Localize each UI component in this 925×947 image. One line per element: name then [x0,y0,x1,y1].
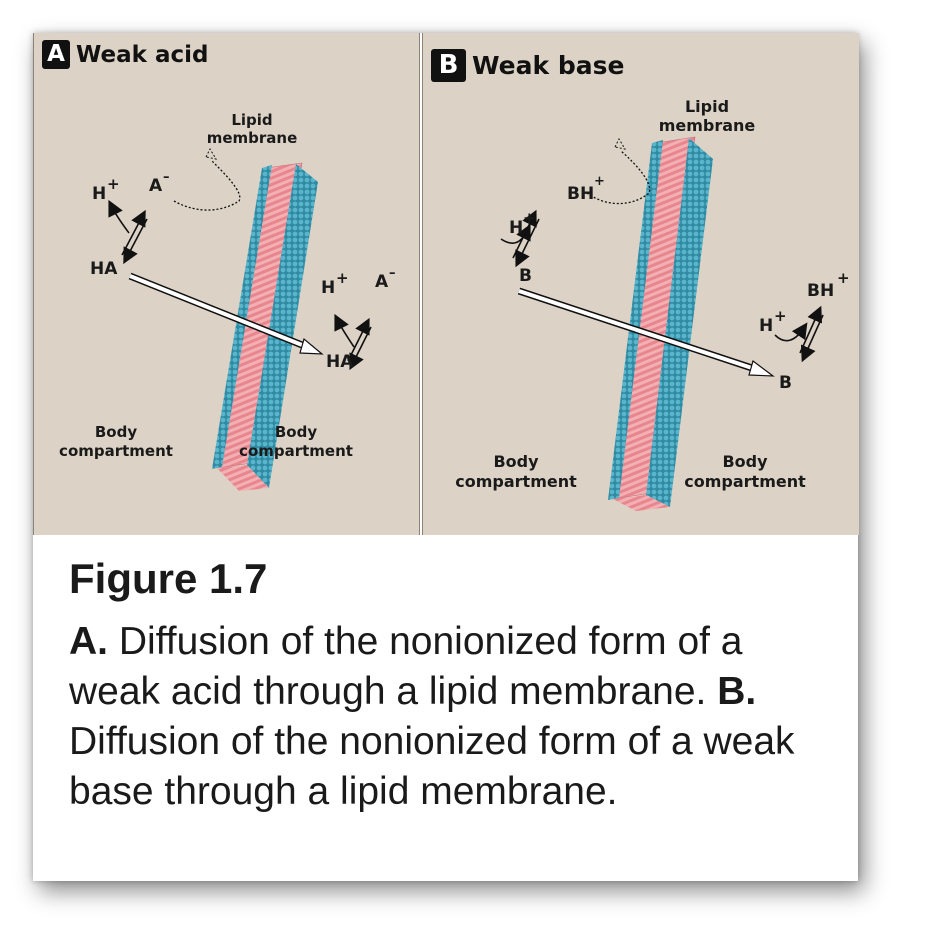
label-h-left-b: H [509,218,523,238]
panel-b-title: B Weak base [431,49,624,82]
caption-b-marker: B. [717,670,757,713]
caption-a-text: Diffusion of the nonionized form of a we… [69,620,743,713]
dotted-arrow-head-b [614,137,627,150]
body-left-line1-b: Body [493,452,539,471]
body-right-line2-b: compartment [684,472,806,491]
label-bh-right-b: BH [807,281,834,301]
membrane-label-line2-a: membrane [207,129,298,147]
label-a-left-a: A [149,176,163,196]
membrane-label-line2-b: membrane [659,116,756,135]
label-h-plus-left-a: + [107,175,120,193]
caption-body: A. Diffusion of the nonionized form of a… [69,617,829,817]
proton-release-arrow-left-a [108,199,130,234]
panel-a-title: A Weak acid [42,40,208,69]
proton-release-arrow-right-a [334,313,355,348]
equilibrium-arrow-down-right-b [800,314,824,363]
proton-bind-arrow-right-b [774,322,808,342]
figure-card: A Weak acid [33,33,859,881]
body-left-line2-b: compartment [455,472,577,491]
weak-base-diagram: Lipid membrane BH + H + B BH + H + B Bod… [455,97,850,511]
diffusion-arrow-a [128,272,324,355]
equilibrium-arrow-down-right-a [349,326,372,371]
panel-weak-base: B Weak base [422,33,859,535]
label-a-right-a: A [375,272,389,292]
proton-bind-arrow-left-b [500,223,531,244]
label-h-left-a: H [92,184,106,204]
label-h-plus-right-b: + [774,307,787,325]
caption-title: Figure 1.7 [69,555,268,602]
diffusion-arrow-b [517,287,775,377]
weak-acid-diagram: Lipid membrane H + A – HA H + A – HA Bod… [59,111,396,491]
body-right-line2-a: compartment [239,442,353,460]
body-left-line2-a: compartment [59,442,173,460]
panel-weak-acid: A Weak acid [33,33,420,535]
label-h-right-b: H [759,316,773,336]
membrane-label-line1-a: Lipid [231,111,272,129]
panel-a-badge: A [42,40,70,69]
equilibrium-arrow-up-left-a [121,209,146,256]
label-ha-left-a: HA [90,259,118,279]
label-a-minus-left-a: – [163,170,170,185]
membrane-label-line1-b: Lipid [685,97,729,116]
panel-b-badge: B [431,49,466,82]
equilibrium-arrow-down-left-a [123,218,148,265]
label-bh-plus-right-b: + [837,269,850,287]
dotted-ion-path-a [173,160,241,211]
label-bh-left-b: BH [567,184,594,204]
body-right-line1-b: Body [722,452,768,471]
figure-caption: Figure 1.7 A. Diffusion of the nonionize… [69,553,829,817]
label-h-plus-left-b: + [523,209,536,227]
dotted-ion-path-b [586,150,651,205]
label-b-right-b: B [779,373,792,393]
label-h-right-a: H [321,278,335,298]
body-right-line1-a: Body [275,423,317,441]
body-left-line1-a: Body [95,423,137,441]
dotted-arrow-head-a [205,147,218,160]
panel-b-title-text: Weak base [472,51,625,80]
label-bh-plus-left-b: + [594,174,605,189]
label-ha-right-a: HA [326,352,354,372]
label-h-plus-right-a: + [336,269,349,287]
label-a-minus-right-a: – [389,266,396,281]
lipid-membrane-b [608,136,713,511]
label-b-left-b: B [519,266,532,286]
caption-a-marker: A. [69,620,108,663]
panel-a-title-text: Weak acid [76,41,209,68]
lipid-membrane-a [212,162,318,491]
caption-b-text: Diffusion of the nonionized form of a we… [69,720,795,813]
